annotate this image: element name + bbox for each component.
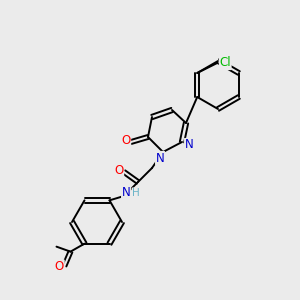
Text: N: N <box>184 139 194 152</box>
Text: N: N <box>122 187 130 200</box>
Text: N: N <box>156 152 164 164</box>
Text: H: H <box>132 188 140 198</box>
Text: O: O <box>55 260 64 273</box>
Text: O: O <box>122 134 130 148</box>
Text: Cl: Cl <box>219 56 231 70</box>
Text: O: O <box>114 164 124 178</box>
